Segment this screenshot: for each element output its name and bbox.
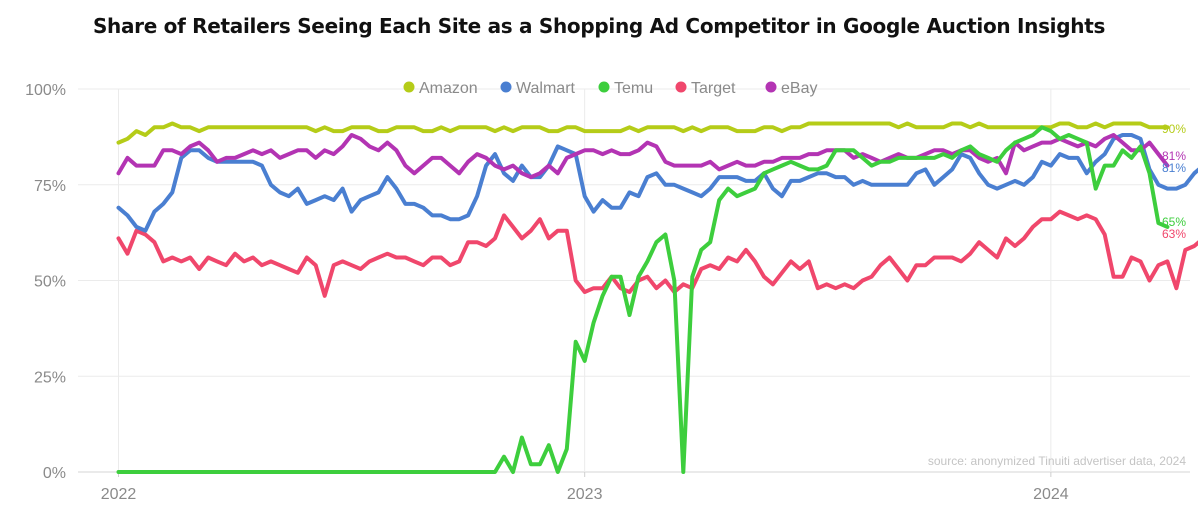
end-label-target: 63% <box>1162 227 1186 241</box>
legend-label-walmart: Walmart <box>516 80 576 97</box>
legend-marker-amazon <box>403 81 415 93</box>
series-line-amazon <box>116 121 1170 145</box>
y-axis: 0% 25% 50% 75% 100% <box>25 82 66 482</box>
gridlines <box>78 88 1190 473</box>
legend-marker-ebay <box>765 81 777 93</box>
x-tick-label: 2022 <box>101 486 137 503</box>
end-label-temu: 65% <box>1162 215 1186 229</box>
y-tick-label: 0% <box>43 465 66 482</box>
series-line-ebay <box>116 133 1170 180</box>
y-tick-label: 75% <box>34 178 66 195</box>
legend-marker-target <box>675 81 687 93</box>
x-tick-label: 2023 <box>567 486 603 503</box>
chart-title: Share of Retailers Seeing Each Site as a… <box>92 14 1106 38</box>
end-label-walmart: 81% <box>1162 161 1186 175</box>
legend-label-ebay: eBay <box>781 80 817 97</box>
end-label-ebay: 81% <box>1162 149 1186 163</box>
legend-marker-temu <box>598 81 610 93</box>
legend-marker-walmart <box>500 81 512 93</box>
end-label-amazon: 90% <box>1162 122 1186 136</box>
y-tick-label: 50% <box>34 274 66 291</box>
legend-label-temu: Temu <box>614 80 653 97</box>
series-line-target <box>116 209 1198 298</box>
source-note: source: anonymized Tinuiti advertiser da… <box>928 454 1186 468</box>
series-line-walmart <box>116 133 1198 233</box>
x-tick-label: 2024 <box>1033 486 1069 503</box>
series-lines <box>116 121 1198 474</box>
y-tick-label: 25% <box>34 369 66 386</box>
y-tick-label: 100% <box>25 82 66 99</box>
series-line-temu <box>116 125 1170 474</box>
end-labels: 90% 81% 65%63% 81% <box>1162 122 1186 241</box>
x-axis: 2022 2023 2024 <box>101 472 1069 503</box>
legend-label-target: Target <box>691 80 736 97</box>
legend: Amazon Walmart Temu Target eBay <box>403 80 817 97</box>
legend-label-amazon: Amazon <box>419 80 478 97</box>
